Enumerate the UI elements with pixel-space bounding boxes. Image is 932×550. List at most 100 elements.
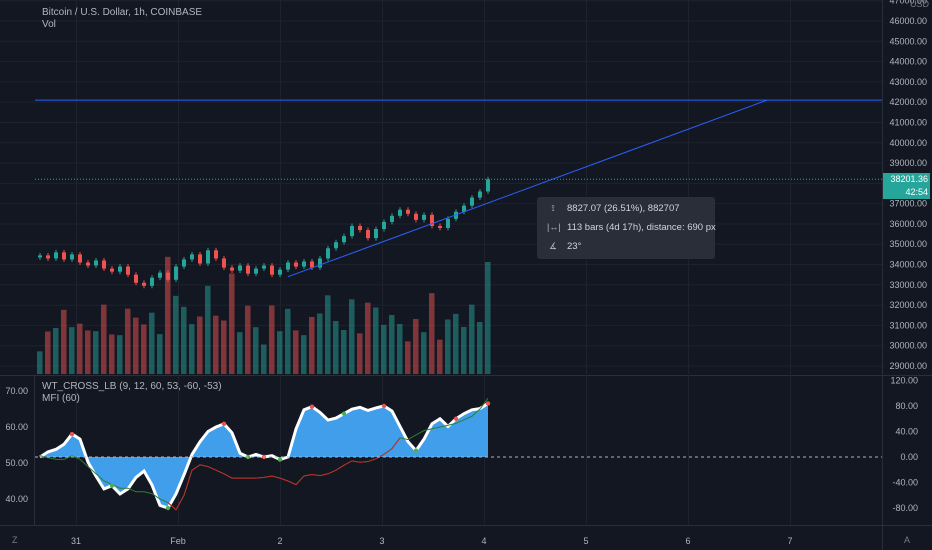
- volume-bar: [461, 327, 467, 374]
- indicator-right-tick: 40.00: [895, 427, 918, 437]
- candle-body: [374, 229, 378, 239]
- price-tick-label: 33000.00: [889, 280, 927, 290]
- volume-bar: [61, 309, 67, 374]
- wavetrend-area: [40, 403, 488, 508]
- volume-bar: [229, 273, 235, 374]
- symbol-title[interactable]: Bitcoin / U.S. Dollar, 1h, COINBASE: [42, 7, 203, 18]
- cross-dot: [309, 404, 315, 409]
- candle-body: [214, 250, 218, 259]
- indicator-left-tick: 40.00: [5, 494, 28, 504]
- price-tick-label: 30000.00: [889, 341, 927, 351]
- mfi-legend[interactable]: MFI (60): [42, 393, 80, 404]
- last-price-tag: 38201.36: [883, 173, 930, 186]
- candle-body: [126, 266, 130, 275]
- time-tick-label: 4: [481, 536, 486, 546]
- measure-tooltip: ⟟ 8827.07 (26.51%), 882707 |↔| 113 bars …: [537, 197, 716, 259]
- auto-scale-button[interactable]: A: [904, 535, 911, 545]
- indicator-right-tick: 80.00: [895, 401, 918, 411]
- tooltip-bar-range: 113 bars (4d 17h), distance: 690 px: [567, 221, 716, 233]
- volume-bar: [205, 285, 211, 374]
- volume-bar: [477, 322, 483, 374]
- volume-bar: [189, 324, 195, 374]
- volume-bar: [101, 304, 107, 374]
- price-tick-label: 32000.00: [889, 300, 927, 310]
- candle-body: [470, 197, 474, 206]
- candle-body: [446, 218, 450, 228]
- volume-bar: [325, 295, 331, 374]
- volume-bar: [453, 313, 459, 374]
- bar-range-icon: |↔|: [547, 222, 561, 232]
- volume-bar: [253, 327, 259, 374]
- candle-body: [430, 214, 434, 226]
- candle-body: [254, 268, 258, 274]
- tooltip-angle: 23°: [567, 240, 582, 252]
- candle-body: [190, 254, 194, 260]
- volume-bar: [413, 319, 419, 374]
- volume-bar: [37, 351, 43, 374]
- bar-countdown: 42:54: [883, 186, 930, 199]
- cross-dot: [221, 421, 227, 427]
- price-tick-label: 31000.00: [889, 320, 927, 330]
- candle-body: [478, 191, 482, 198]
- volume-bar: [357, 333, 363, 374]
- time-tick-label: 31: [71, 536, 81, 546]
- volume-bar: [429, 293, 435, 374]
- candle-body: [486, 179, 490, 192]
- volume-bar: [85, 330, 91, 374]
- candle-body: [462, 205, 466, 212]
- volume-legend[interactable]: Vol: [42, 19, 56, 30]
- cross-dot: [413, 448, 419, 453]
- time-tick-label: 2: [277, 536, 282, 546]
- cross-dot: [453, 416, 459, 421]
- candle-body: [158, 272, 162, 278]
- indicator-title[interactable]: WT_CROSS_LB (9, 12, 60, 53, -60, -53): [42, 381, 222, 392]
- volume-bar: [317, 313, 323, 374]
- indicator-legend: WT_CROSS_LB (9, 12, 60, 53, -60, -53) MF…: [42, 381, 222, 405]
- symbol-legend: Bitcoin / U.S. Dollar, 1h, COINBASE Vol: [42, 7, 202, 31]
- candle-body: [350, 225, 354, 237]
- indicator-left-tick: 50.00: [5, 458, 28, 468]
- candle-body: [334, 242, 338, 249]
- candle-body: [310, 261, 314, 268]
- candle-body: [46, 255, 50, 259]
- candle-body: [438, 225, 442, 228]
- candle-body: [270, 265, 274, 275]
- candle-body: [198, 254, 202, 264]
- indicator-right-tick: -80.00: [892, 503, 918, 513]
- volume-bar: [69, 327, 75, 374]
- angle-icon: ∡: [548, 240, 558, 251]
- volume-bar: [309, 317, 315, 374]
- candle-body: [206, 250, 210, 264]
- volume-bar: [285, 308, 291, 374]
- candle-body: [86, 262, 90, 266]
- candle-body: [318, 258, 322, 268]
- volume-bar: [181, 306, 187, 374]
- volume-bar: [93, 331, 99, 374]
- candle-body: [414, 213, 418, 220]
- price-tick-label: 29000.00: [889, 361, 927, 371]
- candle-body: [38, 255, 42, 258]
- volume-bar: [53, 328, 59, 374]
- indicator-right-tick: -40.00: [892, 478, 918, 488]
- candle-body: [134, 274, 138, 283]
- time-tick-label: 5: [583, 536, 588, 546]
- candle-body: [230, 267, 234, 271]
- trend-line-drawing: [287, 99, 768, 278]
- price-tick-label: 37000.00: [889, 199, 927, 209]
- mfi-line-bearish: [167, 437, 401, 511]
- zoom-button[interactable]: Z: [12, 535, 18, 545]
- candle-body: [358, 225, 362, 231]
- candle-body: [406, 209, 410, 214]
- candle-body: [54, 252, 58, 259]
- volume-bar: [117, 335, 123, 374]
- volume-bar: [125, 308, 131, 374]
- indicator-right-tick: 0.00: [900, 452, 918, 462]
- volume-bar: [405, 341, 411, 374]
- candle-body: [246, 265, 250, 274]
- volume-bar: [269, 305, 275, 374]
- price-tick-label: 42000.00: [889, 97, 927, 107]
- time-tick-label: 6: [685, 536, 690, 546]
- volume-bar: [341, 330, 347, 374]
